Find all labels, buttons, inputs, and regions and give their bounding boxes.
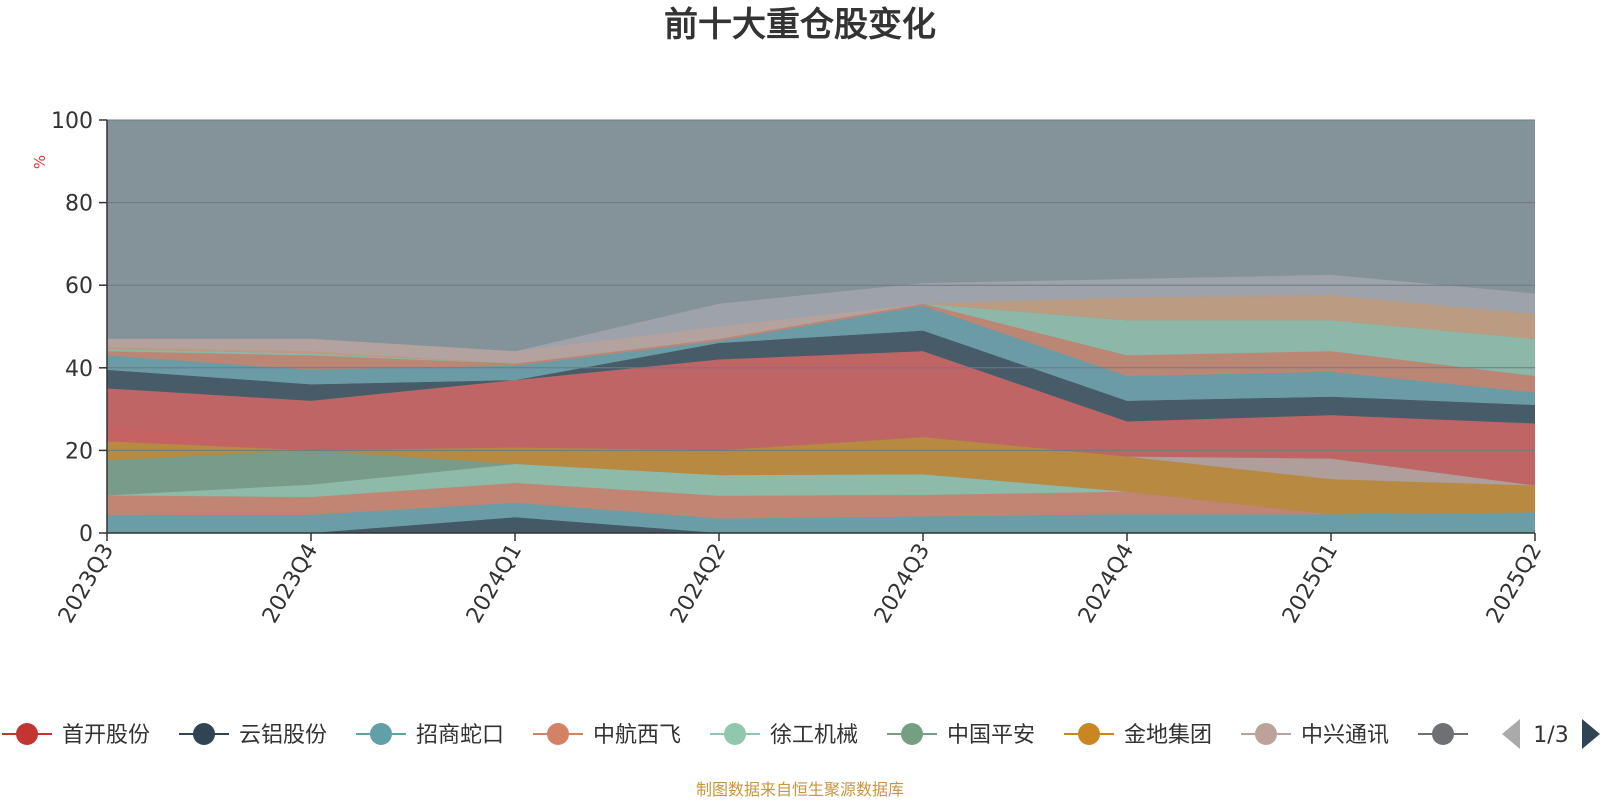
legend-marker	[370, 723, 392, 745]
legend-item[interactable]: 云铝股份	[179, 723, 327, 748]
upper-band-4	[107, 303, 1535, 393]
legend-item[interactable]: 首开股份	[2, 723, 150, 748]
x-tick-label: 2024Q3	[870, 540, 935, 628]
x-tick-label: 2025Q2	[1482, 540, 1547, 628]
area-series-group	[107, 423, 1535, 533]
legend-marker	[1078, 723, 1100, 745]
legend-marker	[16, 723, 38, 745]
upper-band-3	[107, 305, 1535, 405]
legend-label: 云铝股份	[239, 723, 327, 748]
legend-item[interactable]: 中兴通讯	[1241, 723, 1389, 748]
y-tick-label: 0	[79, 522, 93, 547]
legend-marker	[1255, 723, 1277, 745]
area-云铝股份	[107, 517, 1535, 533]
legend-label: 中国平安	[947, 723, 1035, 748]
y-tick-label: 100	[51, 109, 93, 134]
legend-item[interactable]: 招商蛇口	[356, 723, 504, 748]
area-中航西飞	[107, 483, 1535, 519]
upper-band-1	[107, 351, 1535, 486]
legend-label: 招商蛇口	[416, 723, 504, 748]
legend-next-arrow-icon[interactable]	[1582, 719, 1600, 749]
legend-item[interactable]: 中国平安	[887, 723, 1035, 748]
chart-title: 前十大重仓股变化	[664, 5, 936, 45]
upper-band-2	[107, 330, 1535, 424]
x-tick-label: 2024Q1	[462, 540, 527, 628]
legend-item[interactable]	[1418, 723, 1468, 745]
legend-marker	[193, 723, 215, 745]
x-tick-label: 2023Q4	[258, 540, 323, 628]
legend-marker	[547, 723, 569, 745]
data-source-note: 制图数据来自恒生聚源数据库	[696, 780, 904, 799]
legend-prev-arrow-icon[interactable]	[1502, 719, 1520, 749]
y-tick-label: 40	[65, 357, 93, 382]
x-tick-label: 2023Q3	[54, 540, 119, 628]
legend-item[interactable]: 徐工机械	[710, 723, 858, 748]
legend-item[interactable]: 金地集团	[1064, 723, 1212, 748]
legend-marker	[1432, 723, 1454, 745]
upper-band-8	[107, 295, 1535, 364]
legend[interactable]: 首开股份 云铝股份 招商蛇口 中航西飞 徐工机械 中国平安 金地集团 中兴通讯 1/3	[2, 719, 1600, 749]
y-tick-label: 60	[65, 274, 93, 299]
legend-label: 中兴通讯	[1301, 723, 1389, 748]
legend-label: 金地集团	[1124, 723, 1212, 748]
upper-bands-group	[107, 274, 1535, 486]
upper-band-5	[107, 303, 1535, 377]
y-tick-label: 80	[65, 192, 93, 217]
legend-marker	[724, 723, 746, 745]
grid-lines	[107, 119, 1535, 451]
area-金地集团	[107, 437, 1535, 515]
x-tick-label: 2024Q4	[1074, 540, 1139, 628]
legend-item[interactable]: 中航西飞	[533, 723, 681, 748]
legend-page-indicator: 1/3	[1533, 723, 1568, 748]
x-tick-label: 2024Q2	[666, 540, 731, 628]
y-tick-label: 20	[65, 439, 93, 464]
legend-label: 徐工机械	[770, 723, 858, 748]
legend-label: 中航西飞	[593, 723, 681, 748]
area-中兴通讯	[107, 437, 1535, 486]
legend-marker	[901, 723, 923, 745]
y-axis-unit: %	[31, 155, 49, 169]
legend-pager: 1/3	[1502, 719, 1600, 749]
area-徐工机械	[107, 464, 1535, 515]
legend-label: 首开股份	[62, 723, 150, 748]
area-招商蛇口	[107, 502, 1535, 533]
area-中国平安	[107, 450, 1535, 515]
x-tick-label: 2025Q1	[1278, 540, 1343, 628]
